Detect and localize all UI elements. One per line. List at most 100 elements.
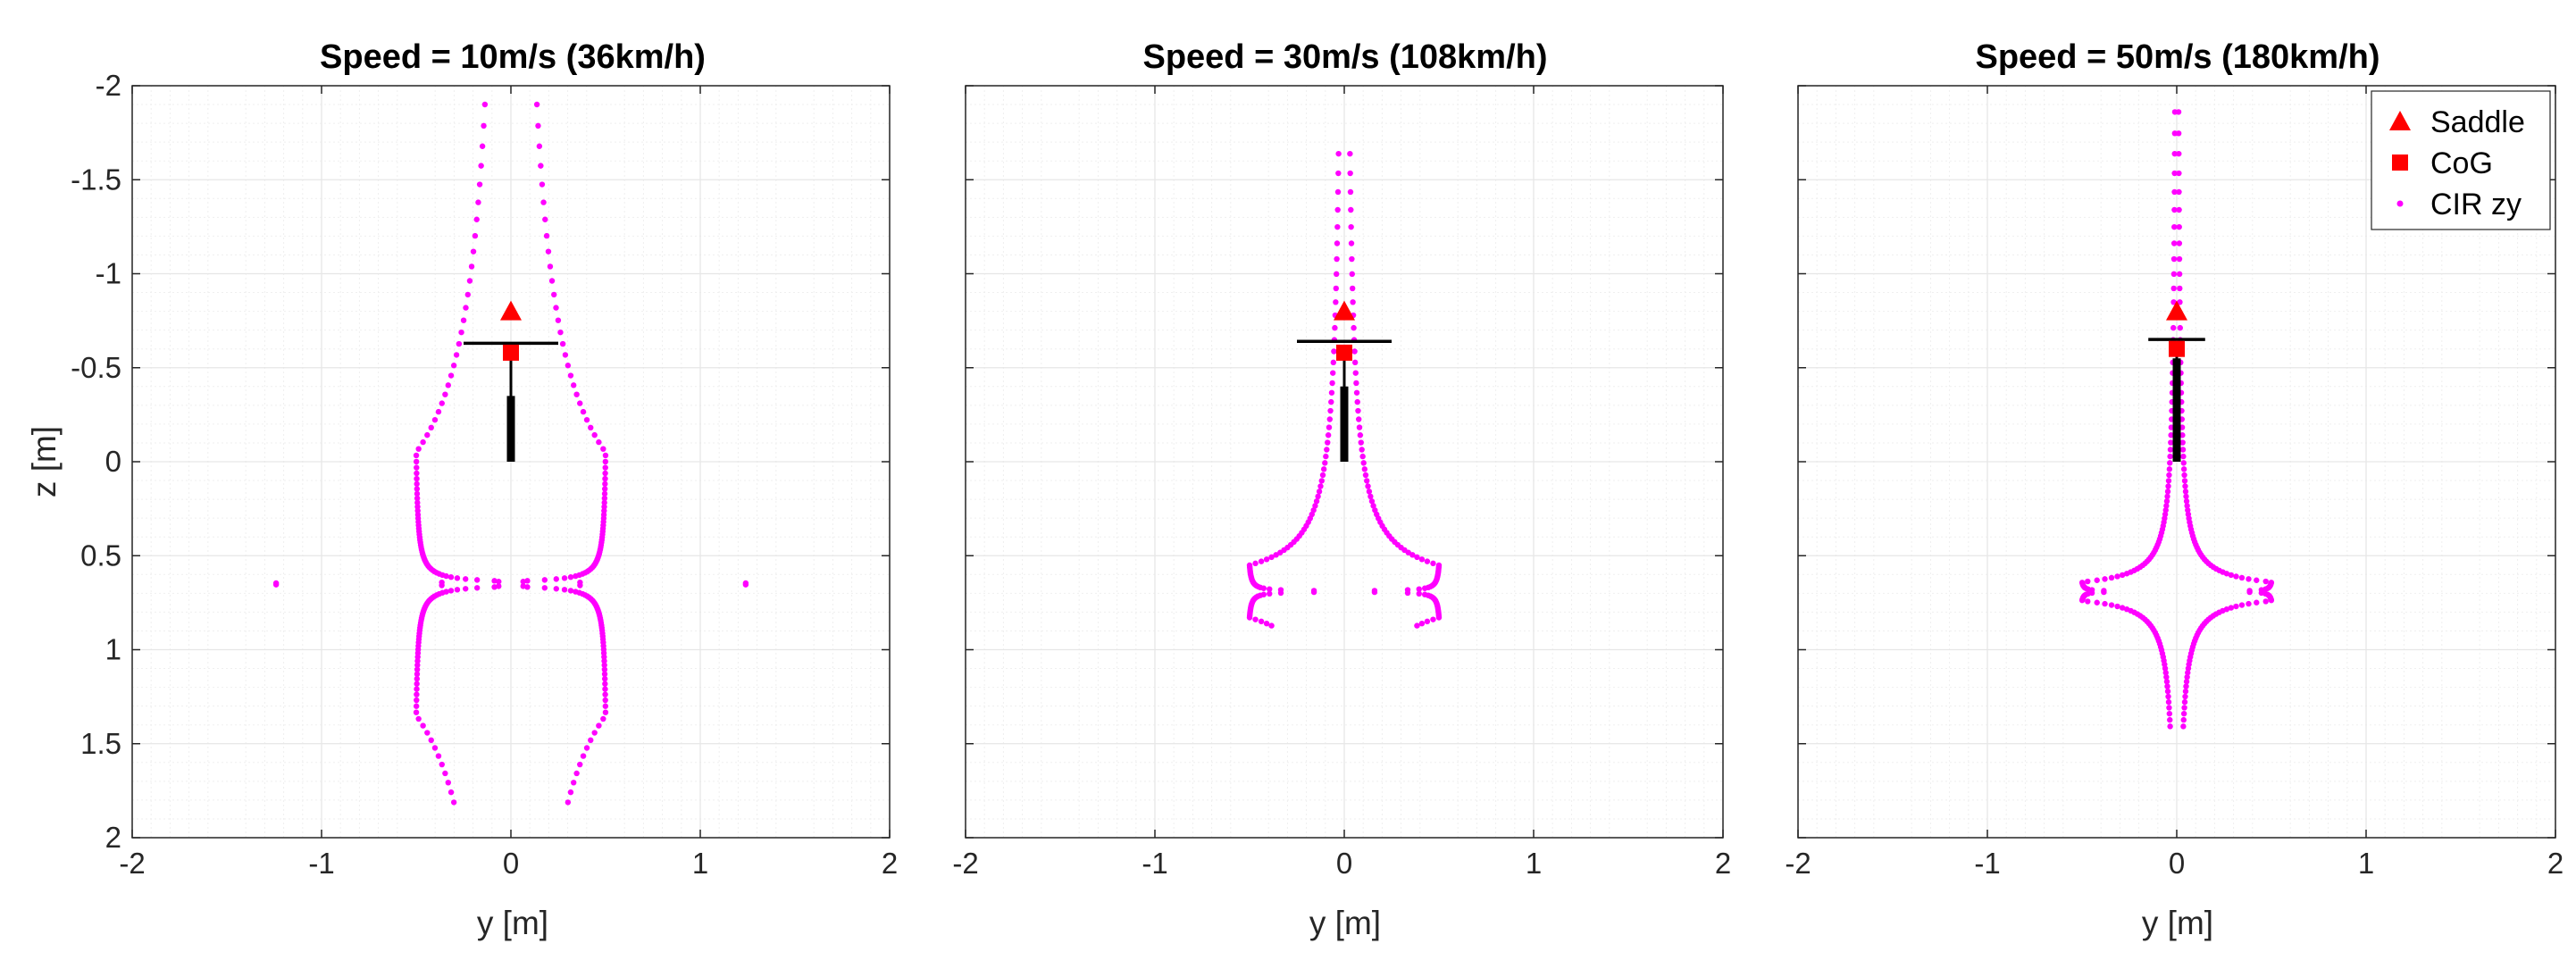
- cir-point: [479, 143, 486, 149]
- saddle-marker: [1334, 300, 1355, 321]
- cir-point: [1326, 424, 1333, 430]
- cir-point: [1348, 223, 1354, 230]
- y-tick-label: 1: [105, 633, 121, 666]
- cir-point: [1361, 466, 1368, 472]
- cir-point: [2176, 170, 2182, 177]
- cir-point: [1258, 558, 1265, 564]
- cir-point: [2176, 271, 2183, 278]
- cir-point: [2185, 670, 2191, 676]
- cir-point: [601, 504, 607, 510]
- cir-point: [456, 340, 463, 347]
- subplot-speed-50: -2 -1 0 1 2 Saddle CoG CIR zy Speed = 50m/s (180…: [1785, 38, 2563, 941]
- cir-point: [463, 305, 469, 311]
- cir-point: [2166, 705, 2172, 711]
- legend-label: CIR zy: [2430, 188, 2522, 221]
- cir-point: [1355, 407, 1361, 414]
- cir-point: [2171, 223, 2178, 230]
- cir-point: [2168, 439, 2174, 446]
- x-tick-label: 0: [2169, 847, 2185, 880]
- cir-point: [464, 291, 471, 298]
- legend-saddle-icon: [2389, 111, 2411, 130]
- cir-point: [458, 329, 464, 336]
- cir-point: [1404, 589, 1411, 597]
- cir-point: [2185, 511, 2192, 518]
- cir-point: [1372, 507, 1378, 514]
- cir-point: [602, 691, 608, 697]
- saddle-marker: [500, 300, 522, 321]
- cir-point: [2238, 574, 2246, 581]
- cir-point: [463, 576, 469, 582]
- cir-point: [2085, 598, 2091, 605]
- cir-point: [1334, 206, 1341, 213]
- cir-point: [2078, 580, 2086, 586]
- cir-point: [1316, 488, 1323, 495]
- cir-point: [2168, 432, 2174, 438]
- cir-point: [1367, 493, 1374, 500]
- cir-series: [1246, 150, 1443, 629]
- cir-point: [539, 181, 546, 188]
- legend-cog-icon: [2392, 154, 2408, 171]
- cir-point: [1353, 380, 1359, 387]
- cir-point: [1332, 324, 1338, 331]
- cir-point: [447, 789, 455, 796]
- cir-point: [414, 470, 420, 477]
- cir-point: [567, 588, 574, 594]
- x-tick-label: -1: [1142, 847, 1167, 880]
- x-tick-label: 0: [1336, 847, 1352, 880]
- cir-point: [414, 480, 420, 488]
- cir-point: [2163, 673, 2170, 681]
- cir-point: [1252, 560, 1259, 567]
- subplot-title: Speed = 30m/s (108km/h): [1142, 38, 1547, 76]
- cir-point: [1350, 299, 1356, 305]
- cir-point: [596, 722, 602, 729]
- cir-point: [2181, 472, 2187, 479]
- cir-point: [1416, 590, 1422, 597]
- cir-point: [454, 575, 461, 581]
- cir-point: [1326, 416, 1333, 422]
- cir-point: [1334, 271, 1340, 278]
- cir-point: [2162, 665, 2169, 672]
- cog-marker: [2169, 340, 2185, 357]
- cir-point: [442, 770, 448, 777]
- cir-point: [2166, 710, 2173, 717]
- cir-point: [2166, 472, 2172, 479]
- x-axis-label: y [m]: [477, 905, 548, 941]
- cir-point: [414, 681, 420, 687]
- cir-point: [533, 101, 540, 108]
- cir-point: [1360, 460, 1367, 466]
- cir-point: [2183, 679, 2190, 685]
- cir-point: [442, 391, 448, 397]
- cir-point: [1268, 622, 1275, 629]
- cir-point: [573, 391, 580, 397]
- cir-point: [414, 499, 421, 506]
- cir-point: [413, 458, 420, 465]
- cir-point: [1330, 370, 1336, 376]
- cir-point: [2254, 577, 2260, 583]
- cir-point: [2268, 580, 2275, 586]
- cir-point: [577, 400, 583, 406]
- cir-point: [2165, 693, 2171, 700]
- cir-point: [1318, 478, 1325, 484]
- cir-point: [1246, 562, 1253, 569]
- cir-point: [602, 681, 608, 687]
- cir-point: [439, 400, 445, 406]
- cir-point: [2114, 573, 2120, 580]
- cir-point: [2246, 589, 2253, 596]
- x-tick-label: 0: [503, 847, 519, 880]
- cir-point: [2246, 576, 2252, 582]
- cir-point: [602, 703, 609, 709]
- cir-point: [1354, 398, 1360, 405]
- cir-point: [476, 181, 483, 188]
- cir-point: [2094, 599, 2100, 605]
- cir-point: [2185, 507, 2191, 514]
- cir-point: [588, 737, 594, 744]
- cir-point: [2162, 670, 2169, 676]
- cir-point: [2181, 698, 2188, 706]
- cir-point: [428, 737, 434, 744]
- cir-point: [1357, 432, 1364, 438]
- cir-point: [466, 278, 473, 284]
- cir-point: [540, 199, 547, 205]
- cir-point: [2180, 453, 2187, 460]
- cir-point: [601, 675, 608, 682]
